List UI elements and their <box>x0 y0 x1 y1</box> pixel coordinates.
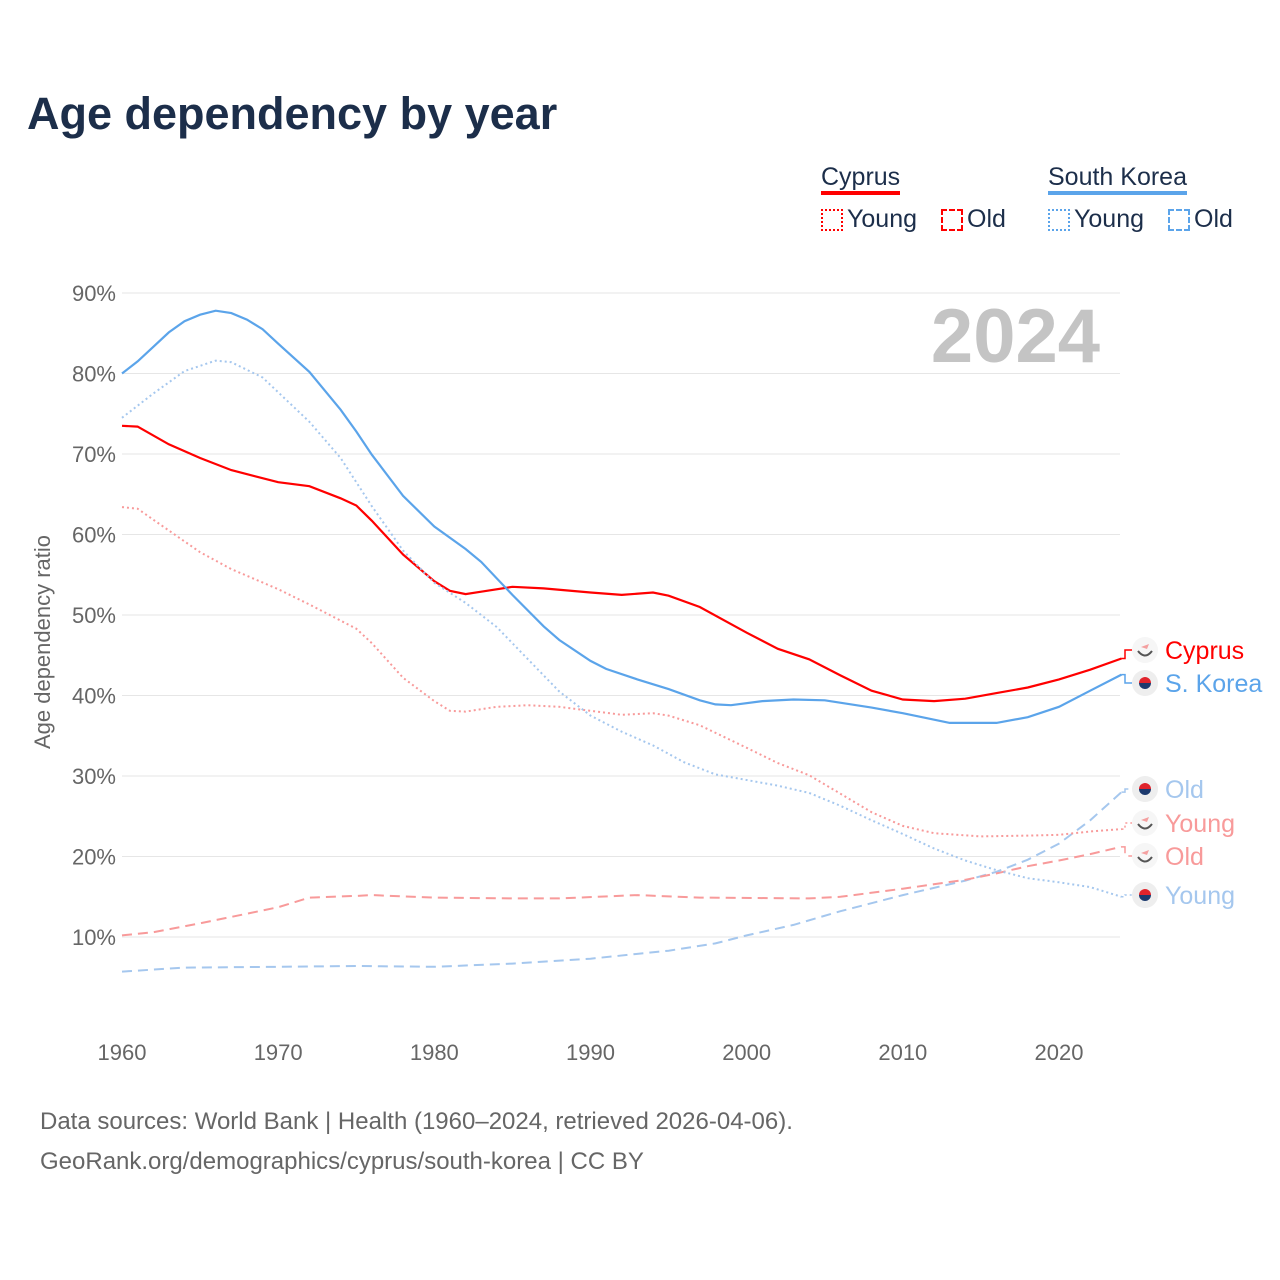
series-end-label: Old <box>1165 776 1204 804</box>
dashed-swatch-icon <box>1168 209 1190 231</box>
flag-branches <box>1137 856 1153 863</box>
series-line-cyprus-young <box>121 506 1122 838</box>
y-tick-label: 60% <box>72 523 116 548</box>
label-connector <box>1121 894 1132 898</box>
y-tick-label: 90% <box>72 281 116 306</box>
dotted-swatch-icon <box>1048 209 1070 231</box>
x-tick-label: 2000 <box>722 1040 771 1065</box>
y-tick-label: 50% <box>72 603 116 628</box>
series-line-south-korea-old <box>121 791 1123 973</box>
series-line-cyprus <box>121 424 1122 703</box>
flag-island <box>1141 644 1149 649</box>
label-connector <box>1121 649 1132 660</box>
legend-south-korea[interactable]: South Korea <box>1048 162 1187 195</box>
flag-island <box>1141 850 1149 855</box>
legend-cyprus-label: Cyprus <box>821 163 901 195</box>
legend-label: Young <box>1074 205 1144 233</box>
label-connector <box>1121 673 1132 684</box>
y-tick-label: 30% <box>72 764 116 789</box>
dashed-swatch-icon <box>941 209 963 231</box>
legend-label: Old <box>1194 205 1233 233</box>
y-tick-label: 40% <box>72 684 116 709</box>
cyprus-flag-icon <box>1132 637 1158 663</box>
cyprus-flag-icon <box>1132 843 1158 869</box>
label-connector <box>1121 846 1132 857</box>
x-tick-label: 1990 <box>566 1040 615 1065</box>
x-tick-label: 1980 <box>410 1040 459 1065</box>
legend-cyprus[interactable]: Cyprus <box>821 162 901 195</box>
source-line-1: Data sources: World Bank | Health (1960–… <box>40 1108 793 1135</box>
legend-korea-label: South Korea <box>1048 163 1187 195</box>
source-line-2[interactable]: GeoRank.org/demographics/cyprus/south-ko… <box>40 1148 644 1175</box>
cyprus-flag-icon <box>1132 810 1158 836</box>
flag-taegeuk <box>1139 677 1151 683</box>
flag-island <box>1141 817 1149 822</box>
series-end-label: S. Korea <box>1165 670 1262 698</box>
flag-taegeuk <box>1139 789 1151 795</box>
y-axis-label: Age dependency ratio <box>30 535 55 749</box>
year-watermark: 2024 <box>931 294 1100 379</box>
flag-taegeuk <box>1139 683 1151 689</box>
legend-label: Old <box>967 205 1006 233</box>
legend-cyprus-old[interactable]: Old <box>941 205 1006 234</box>
series-end-label: Young <box>1165 882 1235 910</box>
flag-branches <box>1137 650 1153 657</box>
dotted-swatch-icon <box>821 209 843 231</box>
x-tick-label: 2010 <box>878 1040 927 1065</box>
flag-branches <box>1137 823 1153 830</box>
series-end-label: Old <box>1165 843 1204 871</box>
series-line-cyprus-old <box>121 845 1122 937</box>
x-tick-label: 2020 <box>1035 1040 1084 1065</box>
y-tick-label: 80% <box>72 362 116 387</box>
series-end-label: Cyprus <box>1165 637 1244 665</box>
legend-korea-old[interactable]: Old <box>1168 205 1233 234</box>
x-tick-label: 1960 <box>98 1040 147 1065</box>
x-tick-label: 1970 <box>254 1040 303 1065</box>
chart-title: Age dependency by year <box>27 88 558 139</box>
legend-cyprus-young[interactable]: Young <box>821 205 917 234</box>
flag-taegeuk <box>1139 783 1151 789</box>
legend-label: Young <box>847 205 917 233</box>
legend-korea-young[interactable]: Young <box>1048 205 1144 234</box>
flag-taegeuk <box>1139 895 1151 901</box>
series-end-label: Young <box>1165 810 1235 838</box>
series-line-south-korea <box>121 309 1123 724</box>
y-tick-label: 10% <box>72 925 116 950</box>
label-connector <box>1121 822 1132 830</box>
y-tick-label: 20% <box>72 845 116 870</box>
series-line-south-korea-young <box>121 359 1122 898</box>
y-tick-label: 70% <box>72 442 116 467</box>
flag-taegeuk <box>1139 889 1151 895</box>
label-connector <box>1121 788 1132 793</box>
